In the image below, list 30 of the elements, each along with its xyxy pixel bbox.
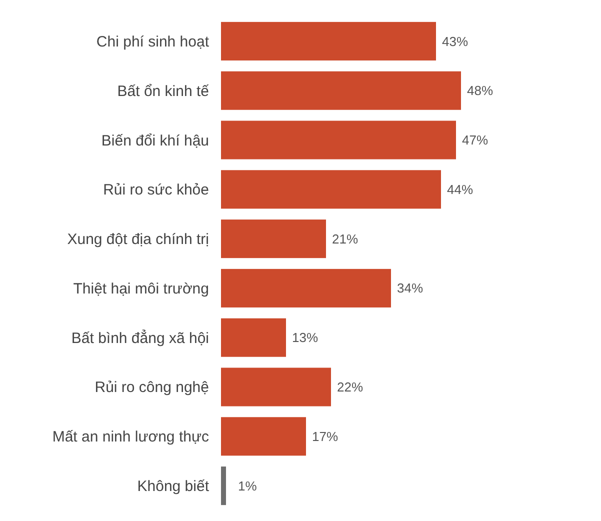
data-label: 17% bbox=[312, 428, 338, 444]
data-label: 34% bbox=[397, 280, 424, 296]
data-label: 44% bbox=[447, 182, 474, 197]
y-tick-label: Không biết bbox=[137, 478, 210, 496]
bar bbox=[221, 268, 391, 308]
y-tick-label: Bất bình đẳng xã hội bbox=[71, 328, 209, 347]
bar bbox=[221, 120, 456, 160]
bar bbox=[221, 71, 461, 110]
bar bbox=[221, 22, 436, 60]
data-label: 48% bbox=[467, 83, 494, 98]
data-label: 47% bbox=[462, 132, 488, 148]
y-tick-label: Mất an ninh lương thực bbox=[52, 428, 210, 446]
data-label: 13% bbox=[292, 330, 318, 346]
data-label: 21% bbox=[332, 231, 358, 246]
data-label: 1% bbox=[238, 478, 258, 494]
y-tick-label: Chi phí sinh hoạt bbox=[96, 33, 210, 50]
y-tick-label: Xung đột địa chính trị bbox=[67, 231, 209, 248]
y-tick-label: Thiệt hại môi trường bbox=[73, 280, 209, 298]
data-label: 22% bbox=[337, 380, 364, 395]
bar bbox=[221, 318, 286, 357]
bar bbox=[221, 368, 331, 406]
bar bbox=[221, 466, 226, 506]
y-tick-label: Rủi ro công nghệ bbox=[94, 379, 209, 396]
y-tick-label: Biến đổi khí hậu bbox=[101, 132, 209, 150]
bar bbox=[221, 417, 306, 456]
bar bbox=[221, 220, 326, 258]
y-tick-label: Rủi ro sức khỏe bbox=[103, 182, 209, 199]
bar bbox=[221, 170, 441, 209]
y-tick-label: Bất ổn kinh tế bbox=[117, 82, 210, 100]
data-label: 43% bbox=[442, 34, 468, 49]
